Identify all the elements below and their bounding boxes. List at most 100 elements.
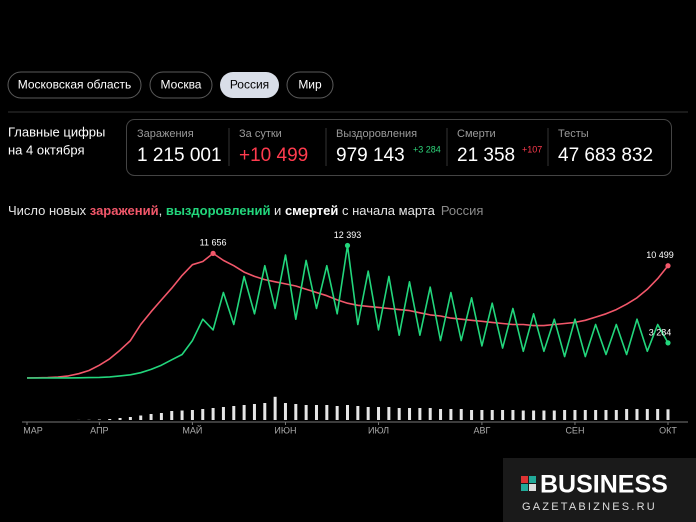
stat-label: Заражения (137, 128, 194, 140)
x-tick-label: МАР (23, 425, 43, 435)
line (26, 252, 669, 379)
summary-heading: Главные цифры (8, 124, 105, 139)
title-text: , (159, 203, 166, 218)
death-bar (573, 410, 577, 420)
death-bar (149, 414, 153, 420)
death-bar (159, 413, 163, 420)
death-bar (625, 409, 629, 420)
title-recoveries: выздоровлений (166, 203, 271, 218)
death-bar (335, 406, 339, 420)
death-bar (635, 409, 639, 420)
stat-value: +10 499 (239, 145, 308, 166)
logo-square (529, 484, 536, 491)
stat-label: Выздоровления (336, 128, 417, 140)
death-bar (459, 409, 463, 420)
death-bar (645, 409, 649, 420)
x-tick-label: ИЮН (274, 425, 296, 435)
stat-label: За сутки (239, 128, 282, 140)
stat-value: 21 358 (457, 145, 515, 166)
death-bar (532, 410, 536, 420)
point-label: 10 499 (646, 250, 674, 260)
death-bar (439, 409, 443, 420)
death-bar (139, 415, 143, 420)
death-bar (232, 406, 236, 420)
death-bar (470, 410, 474, 420)
stat-delta: +3 284 (413, 144, 441, 154)
x-tick-label: АПР (90, 425, 108, 435)
death-bar (314, 405, 318, 420)
x-tick-label: АВГ (473, 425, 490, 435)
death-bar (397, 408, 401, 420)
x-tick-label: ОКТ (659, 425, 677, 435)
point-label: 3 284 (649, 327, 672, 337)
summary-date: на 4 октября (8, 142, 85, 157)
point (665, 340, 671, 346)
death-bar (366, 407, 370, 420)
death-bar (346, 405, 349, 420)
tab[interactable] (149, 71, 213, 99)
point-label: 12 393 (334, 230, 362, 240)
point (210, 250, 216, 256)
point (344, 242, 351, 249)
x-tick-label: ИЮЛ (368, 425, 389, 435)
x-tick-label: СЕН (565, 425, 584, 435)
death-bar (252, 404, 256, 420)
title-text: и (270, 203, 285, 218)
death-bar (325, 405, 329, 420)
tab-label[interactable]: Москва (161, 78, 202, 92)
death-bar (283, 403, 287, 420)
stat-value: 1 215 001 (137, 145, 222, 166)
death-bar (108, 419, 112, 420)
tab[interactable] (286, 71, 334, 99)
tabs: Московская область Москва Россия Мир (7, 71, 334, 99)
death-bar (242, 405, 246, 420)
death-bar (128, 417, 132, 420)
death-bar (418, 408, 422, 420)
death-bar (656, 409, 660, 420)
plot: МАР АПР МАЙ ИЮН ИЮЛ АВГ СЕН ОКТ 11 656 10 499 12 3… (23, 230, 677, 436)
title-text: Число новых (8, 203, 90, 218)
tab-label[interactable]: Московская область (18, 78, 132, 92)
logo-square (521, 476, 528, 483)
stat-value: 47 683 832 (558, 145, 653, 166)
death-bar (294, 404, 298, 420)
death-bar (263, 403, 267, 420)
death-bar (511, 410, 515, 420)
tab-label[interactable]: Россия (230, 78, 269, 92)
point (665, 263, 671, 269)
watermark-site: GAZETABIZNES.RU (522, 501, 657, 513)
death-bar (201, 409, 205, 420)
tab-label[interactable]: Мир (298, 78, 322, 92)
death-bar (221, 407, 225, 420)
point-label: 11 656 (200, 238, 227, 248)
death-bar (387, 407, 391, 420)
title-infections: заражений (90, 203, 159, 218)
tab[interactable] (7, 71, 142, 99)
death-bar (273, 396, 277, 420)
death-bar (666, 409, 670, 420)
death-bar (180, 410, 184, 420)
death-bar (521, 410, 525, 420)
stat-label: Смерти (457, 128, 496, 140)
stats-box (126, 119, 672, 176)
death-bar (170, 411, 174, 420)
chart-title: Число новых заражений, выздоровлений и с… (8, 203, 483, 218)
stat-label: Тесты (558, 128, 589, 140)
death-bar (377, 407, 381, 420)
death-bar (118, 418, 122, 420)
death-bar (563, 410, 567, 420)
death-bar (480, 410, 484, 420)
death-bar (356, 406, 360, 420)
death-bar (542, 410, 546, 420)
death-bar (490, 410, 494, 420)
death-bar (408, 408, 412, 420)
x-tick-label: МАЙ (182, 424, 202, 435)
death-bar (594, 410, 598, 420)
death-bar (97, 419, 101, 420)
watermark-brand: BUSINESS (540, 471, 668, 499)
death-bar (190, 410, 194, 420)
title-text: с начала марта (338, 203, 435, 218)
tab-selected[interactable] (220, 72, 279, 98)
